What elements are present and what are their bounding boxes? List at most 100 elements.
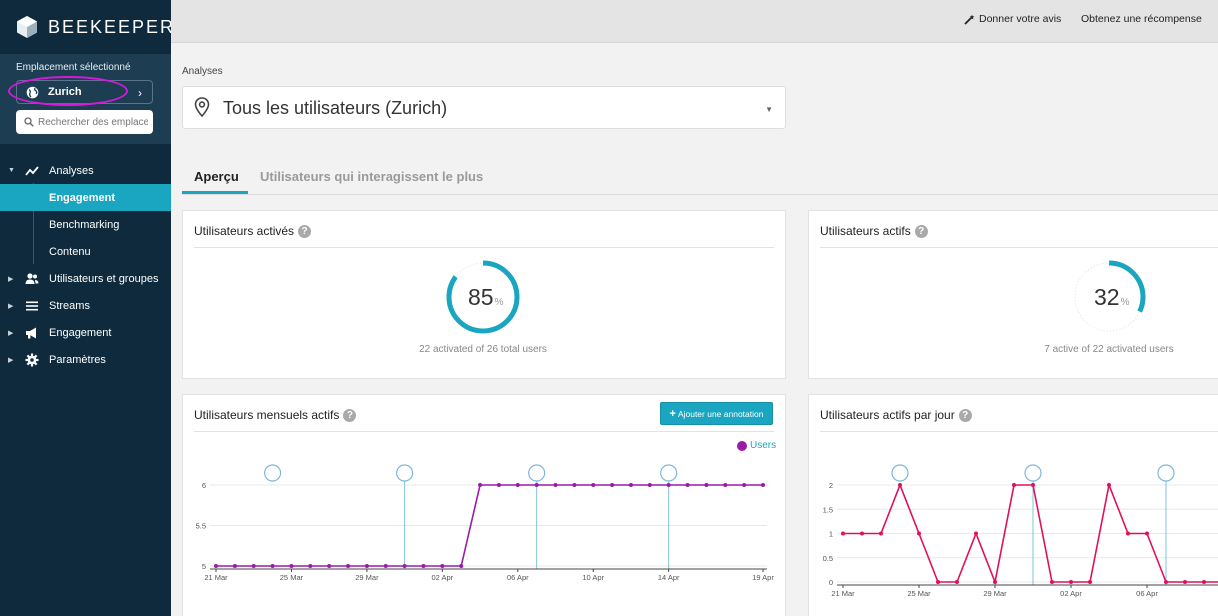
annotation-marker [891,464,909,482]
x-tick-label: 06 Apr [1136,589,1158,598]
caret-right-icon: ▶ [8,329,14,337]
list-icon [26,301,38,311]
data-point [610,483,615,487]
data-point [421,564,426,568]
data-point [1126,531,1130,536]
data-point [841,531,845,536]
divider [194,431,774,432]
daily-active-users-card: Utilisateurs actifs par jour ? 0 0.5 1 1.5 2… [808,394,1218,616]
data-point [402,564,407,568]
active-users-title: Utilisateurs actifs [820,224,911,238]
nav-content[interactable]: Contenu [0,238,171,265]
x-tick-label: 29 Mar [983,589,1007,598]
nav-streams[interactable]: ▶ Streams [0,292,171,319]
magic-wand-icon [964,14,975,25]
y-tick-label: 5.5 [196,522,206,531]
data-point [534,483,539,487]
annotation-marker [1024,464,1042,482]
highlight-annotation-ellipse [8,76,128,106]
chart-legend[interactable]: Users [737,440,776,451]
activated-gauge [446,260,520,334]
tab-top-users[interactable]: Utilisateurs qui interagissent le plus [260,169,484,184]
activated-users-title: Utilisateurs activés [194,224,295,238]
x-tick-label: 25 Mar [907,589,931,598]
help-icon[interactable]: ? [914,224,928,238]
chevron-right-icon: › [138,86,142,100]
monthly-active-users-card: Utilisateurs mensuels actifs ? + Ajouter… [182,394,786,616]
data-point [459,564,464,568]
card-title: Utilisateurs mensuels actifs ? [194,408,357,422]
x-tick-label: 19 Apr [752,573,774,582]
add-annotation-button[interactable]: + Ajouter une annotation [660,402,773,425]
data-point [742,483,747,487]
data-point [1145,531,1149,536]
series-line [216,484,763,567]
data-point [440,564,445,568]
monthly-users-chart: 5 5.5 6 21 Mar 25 Mar 29 Mar 02 Apr 06 Apr 10 Ap… [196,464,774,582]
x-tick-label: 02 Apr [1060,589,1082,598]
data-point [1031,483,1035,487]
y-tick-label: 1.5 [823,505,833,514]
caret-right-icon: ▶ [8,302,14,310]
nav-benchmarking-label: Benchmarking [49,218,120,231]
trend-line-icon [25,166,39,176]
data-point [232,564,237,568]
user-filter-value: Tous les utilisateurs (Zurich) [223,98,448,118]
data-point [572,483,577,487]
active-percentage: 32% [1094,284,1130,311]
annotation-marker [528,464,546,482]
brand-logo[interactable]: BEEKEEPER [16,14,175,40]
data-point [898,483,902,487]
data-point [761,483,765,487]
card-title: Utilisateurs activés ? [194,224,312,238]
sidebar: BEEKEEPER Emplacement sélectionné Zurich… [0,0,173,616]
data-point [723,483,728,487]
reward-link[interactable]: Obtenez une récompense [1081,13,1202,25]
plus-icon: + [669,407,676,420]
data-point [879,531,883,536]
x-tick-label: 25 Mar [280,573,304,582]
x-tick-label: 14 Apr [658,573,680,582]
data-point [1183,580,1187,584]
active-subtitle: 7 active of 22 activated users [1044,344,1174,355]
active-users-card: Utilisateurs actifs ? 32% 7 active of 22… [808,210,1218,379]
nav-engagement[interactable]: ▶ Engagement [0,319,171,346]
help-icon[interactable]: ? [958,408,972,422]
caret-right-icon: ▶ [8,275,14,283]
activated-users-card: Utilisateurs activés ? 85% 22 activated … [182,210,786,379]
help-icon[interactable]: ? [298,224,312,238]
nav-settings[interactable]: ▶ Paramètres [0,346,171,373]
caret-down-icon: ▼ [8,167,15,174]
legend-swatch [737,440,747,451]
data-point [251,564,256,568]
data-point [214,564,218,568]
annotation-marker [660,464,678,482]
location-label: Emplacement sélectionné [16,62,131,73]
activated-gauge-arc [446,260,520,334]
daily-users-chart: 0 0.5 1 1.5 2 21 Mar 25 Mar 29 Mar 02 Apr 06 Apr [823,464,1218,598]
add-annotation-label: Ajouter une annotation [677,408,764,419]
y-tick-label: 1 [829,530,833,539]
x-tick-label: 21 Mar [831,589,855,598]
x-tick-label: 10 Apr [582,573,604,582]
nav-benchmarking[interactable]: Benchmarking [0,211,171,238]
feedback-link[interactable]: Donner votre avis [964,13,1061,25]
tab-overview[interactable]: Aperçu [194,169,239,184]
location-search[interactable] [16,110,153,134]
activated-unit: % [494,297,504,308]
card-title: Utilisateurs actifs par jour ? [820,408,972,422]
daily-users-title: Utilisateurs actifs par jour [820,408,955,422]
location-search-input[interactable] [38,116,148,128]
help-icon[interactable]: ? [343,408,357,422]
data-point [383,564,388,568]
y-tick-label: 0.5 [823,554,833,563]
user-filter-select[interactable]: Tous les utilisateurs (Zurich) ▼ [182,86,786,129]
monthly-users-title: Utilisateurs mensuels actifs [194,408,340,422]
active-unit: % [1120,297,1130,308]
caret-right-icon: ▶ [8,356,14,364]
nav-users-groups[interactable]: ▶ Utilisateurs et groupes [0,265,171,292]
users-icon [25,273,39,284]
data-point [270,564,275,568]
nav-engagement-sub[interactable]: Engagement [0,184,171,211]
nav-analytics[interactable]: ▼ Analyses [0,157,171,184]
